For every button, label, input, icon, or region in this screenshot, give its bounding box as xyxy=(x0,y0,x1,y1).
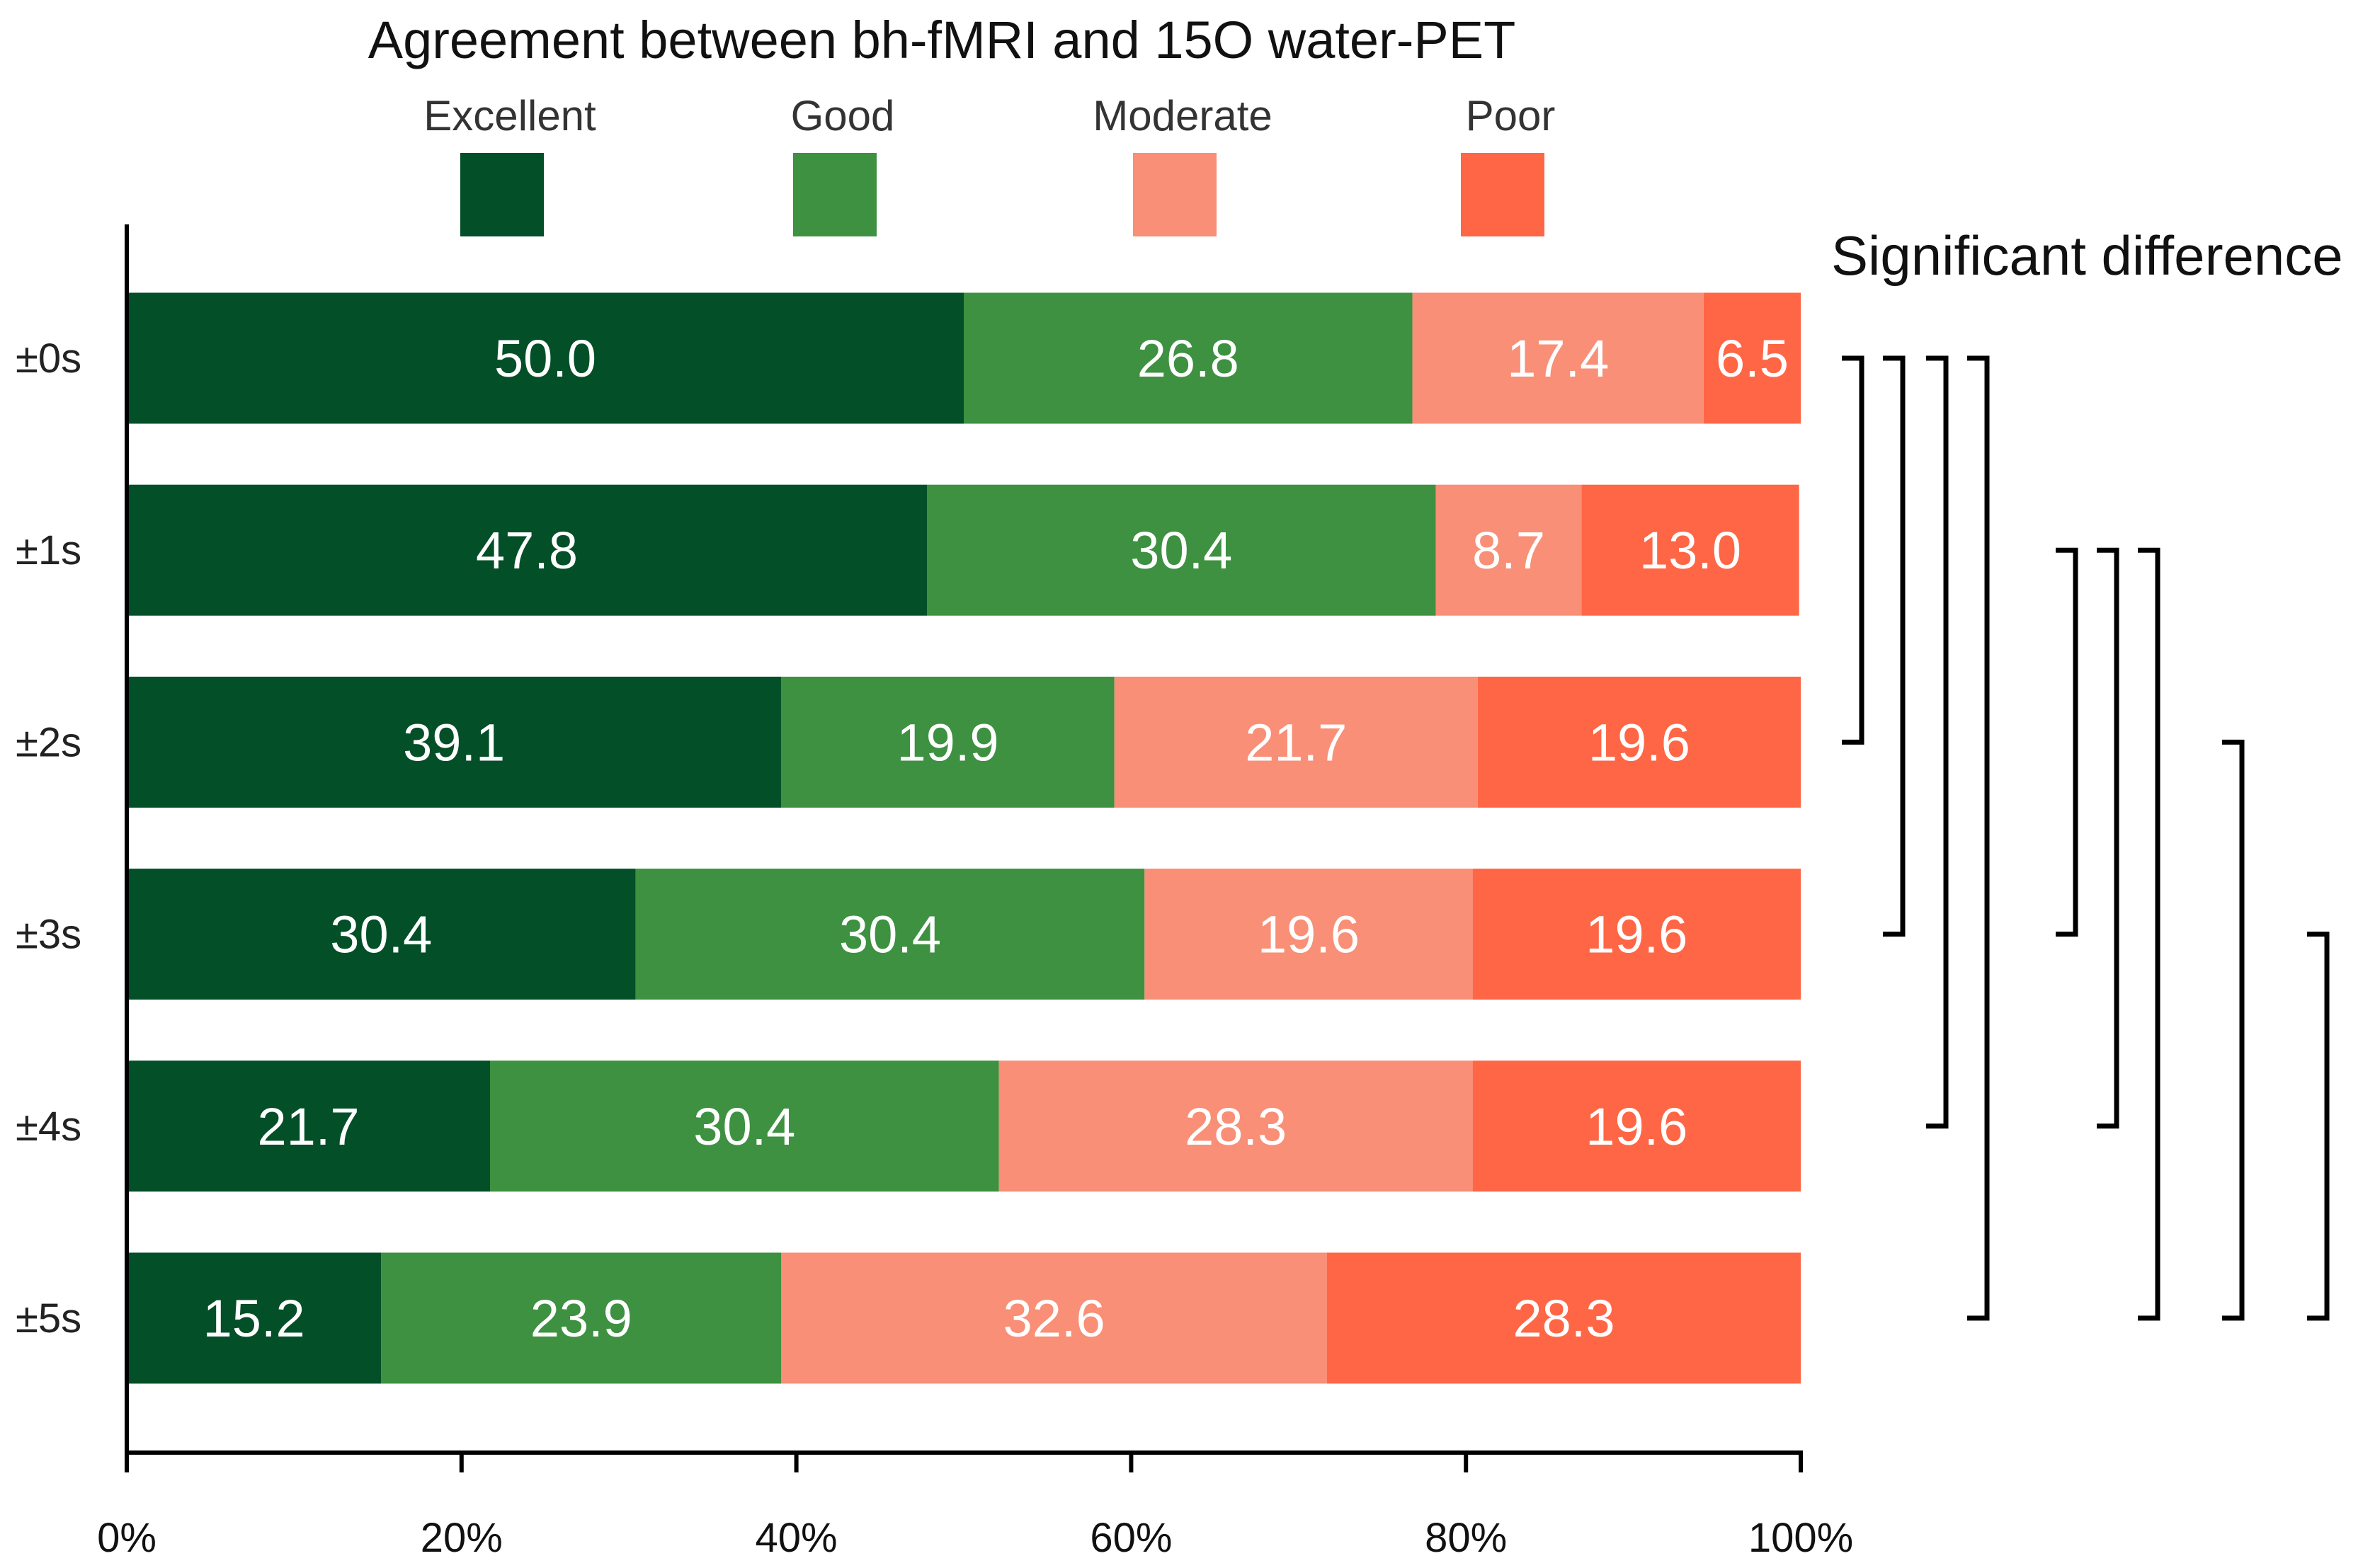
y-tick-label: ±2s xyxy=(16,719,81,765)
x-tick-label: 0% xyxy=(97,1515,156,1561)
bar-segment xyxy=(127,292,964,424)
y-tick-label: ±4s xyxy=(16,1104,81,1150)
y-tick-label: ±0s xyxy=(16,336,81,382)
data-label: 17.4 xyxy=(1507,329,1609,388)
bar-segment xyxy=(1114,676,1478,808)
data-label: 50.0 xyxy=(494,329,596,388)
chart-title: Agreement between bh-fMRI and 15O water-… xyxy=(368,11,1516,69)
bar-segment xyxy=(489,1060,999,1192)
data-label: 19.6 xyxy=(1588,713,1690,772)
significance-bracket xyxy=(2097,547,2119,1129)
data-label: 19.9 xyxy=(897,713,999,772)
data-label: 30.4 xyxy=(330,905,432,964)
data-label: 19.6 xyxy=(1258,905,1360,964)
legend-label: Excellent xyxy=(423,92,596,139)
data-label: 15.2 xyxy=(203,1289,305,1348)
bar-segment xyxy=(781,1252,1327,1384)
data-label: 13.0 xyxy=(1639,521,1741,580)
data-label: 30.4 xyxy=(693,1097,795,1156)
y-tick-label: ±3s xyxy=(16,912,81,958)
y-tick-label: ±1s xyxy=(16,527,81,573)
x-tick-label: 60% xyxy=(1090,1515,1172,1561)
legend-swatch xyxy=(793,153,877,236)
data-label: 30.4 xyxy=(839,905,941,964)
data-label: 19.6 xyxy=(1585,905,1687,964)
legend-swatch xyxy=(1133,153,1217,236)
significance-bracket xyxy=(1926,355,1949,1129)
significance-bracket xyxy=(1883,355,1906,937)
data-label: 28.3 xyxy=(1185,1097,1287,1156)
data-label: 39.1 xyxy=(403,713,505,772)
data-label: 6.5 xyxy=(1716,329,1789,388)
bar-segment xyxy=(127,1060,490,1192)
legend-label: Moderate xyxy=(1093,92,1272,139)
bar-segment xyxy=(1477,676,1801,808)
bar-segment xyxy=(1472,869,1801,1000)
y-tick-label: ±5s xyxy=(16,1295,81,1341)
bar-segment xyxy=(1326,1252,1801,1384)
data-label: 28.3 xyxy=(1513,1289,1615,1348)
significance-bracket xyxy=(1967,355,1990,1321)
legend-label: Poor xyxy=(1466,92,1556,139)
bar-segment xyxy=(1581,484,1799,616)
bar-segment xyxy=(1435,484,1582,616)
bar-segment xyxy=(781,676,1115,808)
significance-bracket xyxy=(2056,547,2078,937)
data-label: 21.7 xyxy=(1245,713,1347,772)
legend-swatch xyxy=(1461,153,1544,236)
data-label: 19.6 xyxy=(1585,1097,1687,1156)
bar-segment xyxy=(127,676,782,808)
bars: 50.0 26.8 17.4 6.5 ±0s 47.8 30.4 8.7 13.0 ±1s 39.1… xyxy=(16,292,1801,1384)
significance-title: Significant difference xyxy=(1831,224,2343,287)
bar-segment xyxy=(127,484,927,616)
significance-bracket xyxy=(2307,932,2330,1321)
x-tick-label: 40% xyxy=(756,1515,838,1561)
significance-brackets xyxy=(1842,355,2330,1321)
significance-bracket xyxy=(2222,739,2245,1321)
data-label: 30.4 xyxy=(1130,521,1232,580)
data-label: 23.9 xyxy=(530,1289,632,1348)
bar-segment xyxy=(635,869,1145,1000)
bar-segment xyxy=(1703,292,1801,424)
x-tick-label: 80% xyxy=(1425,1515,1507,1561)
axes: 0% 20% 40% 60% 80% 100% xyxy=(97,224,1853,1561)
x-tick-label: 100% xyxy=(1748,1515,1853,1561)
bar-segment xyxy=(127,869,636,1000)
bar-segment xyxy=(1412,292,1704,424)
significance-bracket xyxy=(1842,355,1864,745)
bar-segment xyxy=(381,1252,782,1384)
bar-segment xyxy=(1472,1060,1801,1192)
data-label: 47.8 xyxy=(476,521,578,580)
significance-bracket xyxy=(2138,547,2160,1321)
bar-segment xyxy=(1144,869,1473,1000)
data-label: 21.7 xyxy=(257,1097,359,1156)
bar-segment xyxy=(998,1060,1473,1192)
data-label: 8.7 xyxy=(1472,521,1545,580)
legend: Excellent Good Moderate Poor xyxy=(423,92,1555,236)
legend-label: Good xyxy=(791,92,895,139)
bar-segment xyxy=(926,484,1436,616)
data-label: 26.8 xyxy=(1137,329,1239,388)
x-tick-label: 20% xyxy=(421,1515,503,1561)
legend-swatch xyxy=(460,153,544,236)
bar-segment xyxy=(127,1252,382,1384)
data-label: 32.6 xyxy=(1003,1289,1105,1348)
bar-segment xyxy=(964,292,1413,424)
